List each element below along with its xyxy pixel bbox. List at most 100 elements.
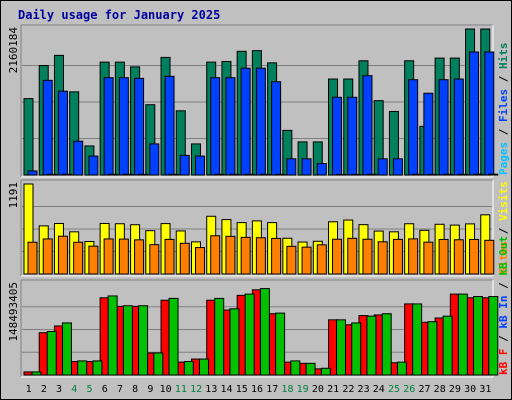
bar-files-3 xyxy=(57,90,68,176)
bar-pages-2 xyxy=(46,173,57,176)
bar-sites-26 xyxy=(408,238,419,275)
day-label: 14 xyxy=(221,384,233,395)
legend-pages: Pages xyxy=(497,142,510,175)
bar-files-21 xyxy=(332,96,343,176)
bar-files-6 xyxy=(103,77,114,176)
bar-files-8 xyxy=(134,77,145,176)
bar-sites-2 xyxy=(42,238,53,275)
bar-pages-26 xyxy=(412,173,423,176)
bar-files-7 xyxy=(118,77,129,176)
bar-files-18 xyxy=(286,158,297,176)
bar-sites-23 xyxy=(362,238,373,275)
series-sites xyxy=(27,235,495,275)
bar-kb_out-6 xyxy=(107,295,118,376)
bar-files-31 xyxy=(484,51,495,176)
day-label: 25 xyxy=(388,384,400,395)
bar-files-29 xyxy=(453,78,464,176)
bar-pages-22 xyxy=(351,173,362,176)
day-label: 24 xyxy=(373,384,385,395)
bar-kb_out-15 xyxy=(244,293,255,376)
bar-kb_out-19 xyxy=(305,362,316,376)
bar-sites-27 xyxy=(423,241,434,275)
bar-kb_out-13 xyxy=(214,297,225,376)
bar-kb_out-18 xyxy=(290,360,301,376)
day-label: 1 xyxy=(26,384,32,395)
bar-sites-12 xyxy=(194,247,205,275)
legend-sep2: / xyxy=(497,276,510,296)
day-label: 27 xyxy=(418,384,430,395)
day-label: 16 xyxy=(251,384,263,395)
bar-sites-14 xyxy=(225,235,236,275)
bar-files-16 xyxy=(255,67,266,176)
day-label: 8 xyxy=(132,384,138,395)
day-label: 30 xyxy=(464,384,476,395)
bar-pages-31 xyxy=(488,173,499,176)
series-files xyxy=(27,51,495,176)
bar-files-11 xyxy=(179,154,190,176)
bar-sites-24 xyxy=(377,241,388,275)
legend-sites: Sites xyxy=(497,241,510,274)
legend-kb_f: kB F xyxy=(497,349,510,376)
bar-files-19 xyxy=(301,158,312,176)
bar-kb_out-25 xyxy=(396,361,407,376)
bar-pages-7 xyxy=(122,173,133,176)
bar-sites-21 xyxy=(332,238,343,275)
bar-sites-13 xyxy=(210,235,221,275)
bar-kb_out-7 xyxy=(122,305,133,376)
bar-files-12 xyxy=(194,155,205,176)
legend: Pages / Files / Hits xyxy=(497,43,510,176)
bar-pages-23 xyxy=(366,173,377,176)
bar-kb_out-27 xyxy=(427,321,438,376)
chart-title: Daily usage for January 2025 xyxy=(18,8,220,22)
day-label: 28 xyxy=(434,384,446,395)
day-label: 26 xyxy=(403,384,415,395)
bar-sites-25 xyxy=(392,238,403,275)
bar-files-5 xyxy=(88,155,99,176)
bar-kb_out-12 xyxy=(198,358,209,376)
day-label: 15 xyxy=(236,384,248,395)
bar-sites-8 xyxy=(134,239,145,275)
series-pages xyxy=(46,173,499,176)
bar-kb_out-23 xyxy=(366,315,377,376)
bar-sites-7 xyxy=(118,238,129,275)
bar-kb_out-29 xyxy=(457,293,468,376)
bar-files-4 xyxy=(73,140,84,176)
day-label: 6 xyxy=(102,384,108,395)
bar-files-10 xyxy=(164,75,175,176)
legend-kb_in: kB In xyxy=(497,296,510,329)
legend: Sites / Visits xyxy=(497,181,510,274)
bar-pages-14 xyxy=(229,173,240,176)
day-label: 5 xyxy=(87,384,93,395)
legend: kB F / kB In / kB Out xyxy=(497,236,510,375)
bar-kb_out-28 xyxy=(442,315,453,376)
bar-files-28 xyxy=(438,79,449,176)
bar-sites-5 xyxy=(88,245,99,275)
bar-files-2 xyxy=(42,79,53,176)
panel-hits-files-pages: 2160184 Pages / Files / Hits xyxy=(7,24,510,178)
bar-kb_out-21 xyxy=(336,319,347,376)
bar-kb_out-8 xyxy=(138,305,149,376)
bar-pages-28 xyxy=(442,173,453,176)
series-kb_out xyxy=(31,288,499,376)
bar-sites-15 xyxy=(240,236,251,275)
day-label: 11 xyxy=(175,384,187,395)
bar-hits-1 xyxy=(23,98,34,176)
day-label: 7 xyxy=(117,384,123,395)
bar-sites-10 xyxy=(164,238,175,275)
day-label: 21 xyxy=(327,384,339,395)
bar-kb_out-3 xyxy=(61,322,72,376)
bar-files-23 xyxy=(362,75,373,176)
day-label: 18 xyxy=(281,384,293,395)
bar-pages-8 xyxy=(138,173,149,176)
bar-pages-21 xyxy=(336,173,347,176)
bar-kb_out-14 xyxy=(229,308,240,376)
day-label: 12 xyxy=(190,384,202,395)
bar-sites-19 xyxy=(301,246,312,275)
bar-pages-10 xyxy=(168,173,179,176)
bar-pages-30 xyxy=(473,173,484,176)
bar-pages-27 xyxy=(427,173,438,176)
day-label: 23 xyxy=(358,384,370,395)
bar-pages-3 xyxy=(61,173,72,176)
bar-sites-1 xyxy=(27,241,38,275)
